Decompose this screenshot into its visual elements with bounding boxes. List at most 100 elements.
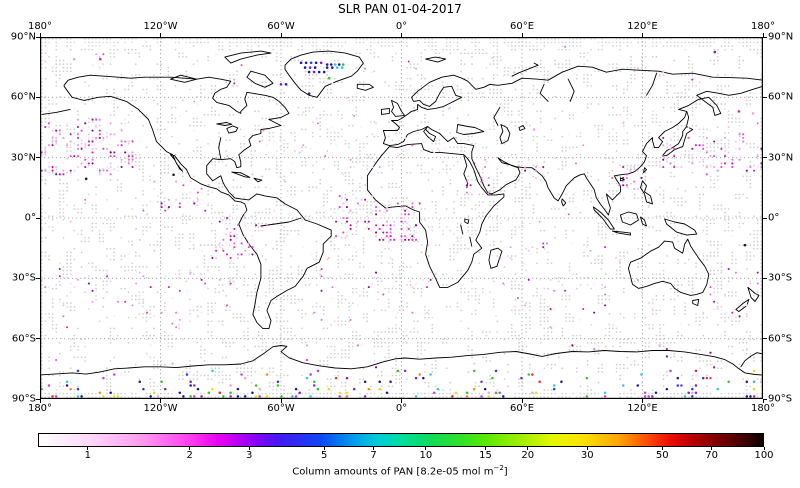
gray-dot (489, 215, 491, 218)
gray-dot (518, 226, 520, 228)
gray-dot (272, 392, 275, 395)
gray-dot (471, 349, 473, 351)
gray-dot (680, 124, 683, 127)
gray-dot (445, 48, 448, 51)
gray-dot (337, 352, 340, 355)
gray-dot (604, 226, 607, 228)
gray-dot (312, 77, 314, 80)
gray-dot (333, 352, 336, 355)
gray-dot (742, 342, 744, 344)
gray-dot (55, 37, 58, 40)
gray-dot (662, 396, 665, 399)
gray-dot (471, 331, 473, 333)
gray-dot (557, 168, 560, 170)
gray-dot (669, 171, 672, 174)
gray-dot (565, 66, 567, 69)
gray-dot (731, 262, 734, 265)
gray-dot (536, 193, 538, 196)
gray-dot (359, 396, 361, 399)
gray-dot (431, 41, 434, 44)
gray-dot (706, 226, 708, 228)
gray-dot (438, 218, 441, 221)
gray-dot (481, 392, 484, 395)
gray-dot (59, 193, 61, 196)
gray-dot (225, 150, 228, 152)
gray-dot (55, 327, 58, 330)
gray-dot (402, 309, 405, 312)
gray-dot (677, 103, 679, 105)
gray-dot (59, 385, 61, 388)
gray-dot (597, 132, 600, 134)
gray-dot (268, 211, 271, 214)
gray-dot (695, 106, 697, 109)
gray-dot (120, 396, 123, 399)
gray-dot (55, 45, 58, 47)
gray-dot (716, 287, 719, 290)
gray-dot (738, 117, 741, 120)
gray-dot (641, 66, 643, 69)
gray-dot (98, 237, 101, 239)
gray-dot (409, 237, 412, 239)
gray-dot (438, 226, 441, 228)
gray-dot (142, 88, 144, 91)
gray-dot (196, 392, 199, 395)
gray-dot (69, 345, 72, 348)
gray-dot (319, 135, 322, 138)
gray-dot (387, 204, 390, 207)
gray-dot (120, 287, 123, 290)
gray-dot (644, 316, 647, 319)
gray-dot (720, 313, 723, 315)
gray-dot (691, 280, 694, 283)
gray-dot (492, 41, 495, 44)
gray-dot (568, 146, 571, 149)
gray-dot (456, 302, 459, 304)
gray-dot (702, 392, 705, 395)
gray-dot (727, 276, 730, 279)
gray-dot (742, 305, 744, 308)
gray-dot (185, 193, 188, 196)
gray-dot (514, 392, 517, 395)
gray-dot (615, 269, 618, 272)
gray-dot (453, 37, 455, 40)
gray-dot (69, 266, 72, 268)
gray-dot (521, 262, 524, 265)
gray-dot (583, 37, 585, 40)
gray-dot (87, 193, 90, 196)
data-dot-japan-east (698, 144, 701, 147)
gray-dot (351, 258, 354, 261)
gray-dot (434, 273, 437, 275)
gray-dot (474, 52, 477, 55)
gray-dot (492, 124, 495, 127)
gray-dot (326, 128, 329, 131)
gray-dot (427, 121, 430, 123)
gray-dot (565, 392, 567, 395)
gray-dot (702, 229, 705, 232)
gray-dot (40, 179, 43, 181)
data-dot-npac-east (51, 129, 54, 132)
gray-dot (134, 266, 137, 268)
gray-dot (134, 52, 137, 55)
gray-dot (196, 309, 199, 312)
gray-dot (474, 309, 477, 312)
gray-dot (572, 113, 575, 116)
gray-dot (109, 218, 112, 221)
gray-dot (236, 392, 238, 395)
gray-dot (662, 190, 665, 192)
gray-dot (626, 168, 629, 170)
gray-dot (467, 197, 470, 199)
gray-dot (297, 106, 300, 109)
data-dot-npac-east (113, 155, 116, 158)
gray-dot (456, 193, 459, 196)
gray-dot (575, 371, 578, 373)
gray-dot (315, 240, 318, 243)
gray-dot (272, 342, 275, 344)
gray-dot (102, 168, 105, 170)
gray-dot (395, 360, 397, 362)
gray-dot (250, 371, 253, 373)
gray-dot (387, 396, 390, 399)
data-dot-atlantic-ext (364, 227, 367, 230)
gray-dot (326, 193, 329, 196)
data-dot-npac-east (51, 136, 54, 139)
gray-dot (449, 258, 452, 261)
data-dot-npac-east (124, 151, 127, 154)
